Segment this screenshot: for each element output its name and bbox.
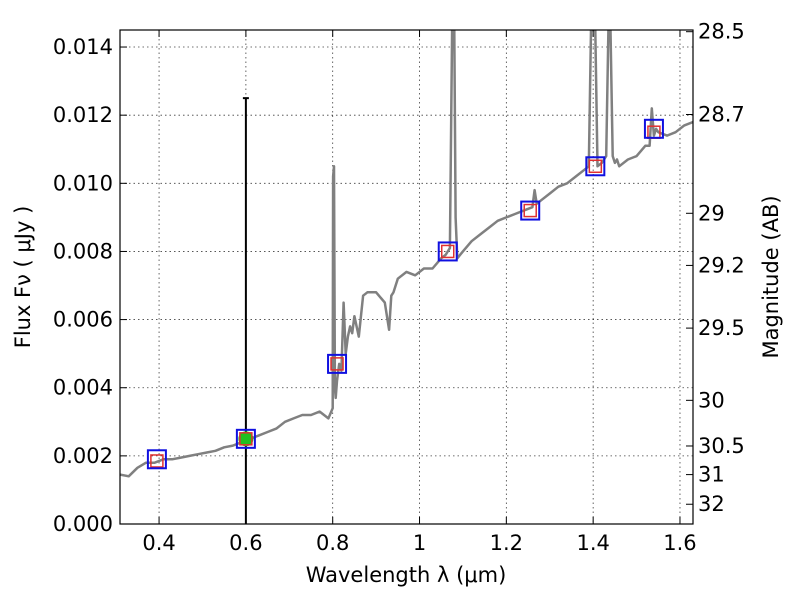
y-tick-label: 0.004 xyxy=(53,376,113,400)
y2-axis: 28.5 28.7 29 29.2 29.5 30 30.5 31 32 xyxy=(686,20,745,516)
y2-axis-label: Magnitude (AB) xyxy=(759,195,783,358)
y-tick-label: 0.006 xyxy=(53,308,113,332)
observed-marker xyxy=(437,241,458,262)
y-axis-label: Flux Fν ( μJy ) xyxy=(11,206,35,349)
observed-marker xyxy=(585,156,606,177)
observed-marker xyxy=(235,428,256,449)
y-axis: 0.000 0.002 0.004 0.006 0.008 0.010 0.012 0.014 xyxy=(53,35,127,536)
observed-marker xyxy=(520,200,541,221)
y2-tick-label: 28.5 xyxy=(698,20,745,44)
x-tick-label: 0.6 xyxy=(229,531,262,555)
model-marker xyxy=(239,432,253,446)
plot-area xyxy=(120,30,693,524)
plot-frame xyxy=(119,29,694,525)
y-tick-label: 0.010 xyxy=(53,171,113,195)
x-tick-label: 0.4 xyxy=(142,531,175,555)
spectrum-line xyxy=(120,30,693,478)
y-tick-label: 0.002 xyxy=(53,444,113,468)
y2-tick-label: 29.5 xyxy=(698,316,745,340)
x-tick-label: 0.8 xyxy=(316,531,349,555)
observed-marker xyxy=(327,353,348,374)
x-tick-label: 1.2 xyxy=(490,531,523,555)
observed-marker xyxy=(643,118,664,139)
y-tick-label: 0.000 xyxy=(53,512,113,536)
model-marker xyxy=(440,244,455,259)
model-marker xyxy=(588,159,603,174)
y2-tick-label: 31 xyxy=(698,463,725,487)
y2-tick-label: 30.5 xyxy=(698,434,745,458)
x-axis-label: Wavelength λ (μm) xyxy=(306,563,507,587)
y2-tick-label: 29 xyxy=(698,201,725,225)
y2-tick-label: 29.2 xyxy=(698,253,745,277)
observed-marker xyxy=(146,449,167,470)
y-tick-label: 0.014 xyxy=(53,35,113,59)
detection-point xyxy=(238,431,254,447)
series-group xyxy=(120,30,693,478)
model-marker xyxy=(330,357,344,371)
y2-tick-label: 32 xyxy=(698,492,725,516)
x-tick-label: 1.6 xyxy=(663,531,696,555)
y-tick-label: 0.008 xyxy=(53,239,113,263)
y2-tick-label: 28.7 xyxy=(698,102,745,126)
x-axis: 0.4 0.6 0.8 1 1.2 1.4 1.6 xyxy=(142,30,697,555)
x-tick-label: 1.4 xyxy=(576,531,609,555)
model-marker xyxy=(523,203,537,218)
x-tick-label: 1 xyxy=(413,531,426,555)
model-marker xyxy=(150,454,164,468)
y2-tick-label: 30 xyxy=(698,388,725,412)
y-tick-label: 0.012 xyxy=(53,103,113,127)
